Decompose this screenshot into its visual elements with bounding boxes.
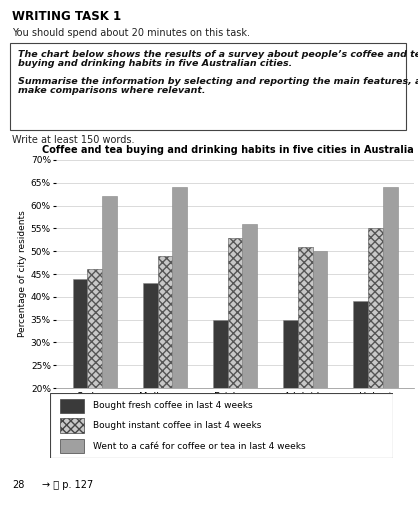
Bar xyxy=(213,319,228,479)
Bar xyxy=(87,269,102,479)
Text: Bought fresh coffee in last 4 weeks: Bought fresh coffee in last 4 weeks xyxy=(93,401,252,411)
Bar xyxy=(383,187,398,479)
Bar xyxy=(368,228,383,479)
Text: WRITING TASK 1: WRITING TASK 1 xyxy=(12,10,121,23)
Text: The chart below shows the results of a survey about people’s coffee and tea: The chart below shows the results of a s… xyxy=(18,50,418,59)
Bar xyxy=(61,439,84,454)
Bar xyxy=(102,197,117,479)
Text: Bought instant coffee in last 4 weeks: Bought instant coffee in last 4 weeks xyxy=(93,421,261,430)
Bar xyxy=(61,418,84,433)
Y-axis label: Percentage of city residents: Percentage of city residents xyxy=(18,210,27,337)
Bar xyxy=(283,319,298,479)
Text: Write at least 150 words.: Write at least 150 words. xyxy=(12,135,135,145)
Text: Coffee and tea buying and drinking habits in five cities in Australia: Coffee and tea buying and drinking habit… xyxy=(42,145,414,155)
Bar xyxy=(143,283,158,479)
Text: You should spend about 20 minutes on this task.: You should spend about 20 minutes on thi… xyxy=(12,28,250,38)
Bar xyxy=(313,251,327,479)
Bar xyxy=(172,187,187,479)
Text: buying and drinking habits in five Australian cities.: buying and drinking habits in five Austr… xyxy=(18,59,292,68)
Text: 28: 28 xyxy=(13,480,25,489)
Text: Summarise the information by selecting and reporting the main features, and: Summarise the information by selecting a… xyxy=(18,77,418,86)
Bar xyxy=(73,279,87,479)
Bar xyxy=(158,256,172,479)
Bar xyxy=(353,302,368,479)
Bar xyxy=(10,43,406,130)
Text: → ⒡ p. 127: → ⒡ p. 127 xyxy=(42,480,93,489)
Bar xyxy=(298,247,313,479)
Bar xyxy=(61,399,84,413)
Bar xyxy=(242,224,257,479)
Text: Went to a café for coffee or tea in last 4 weeks: Went to a café for coffee or tea in last… xyxy=(93,442,306,451)
Text: make comparisons where relevant.: make comparisons where relevant. xyxy=(18,86,206,95)
Bar xyxy=(228,238,242,479)
